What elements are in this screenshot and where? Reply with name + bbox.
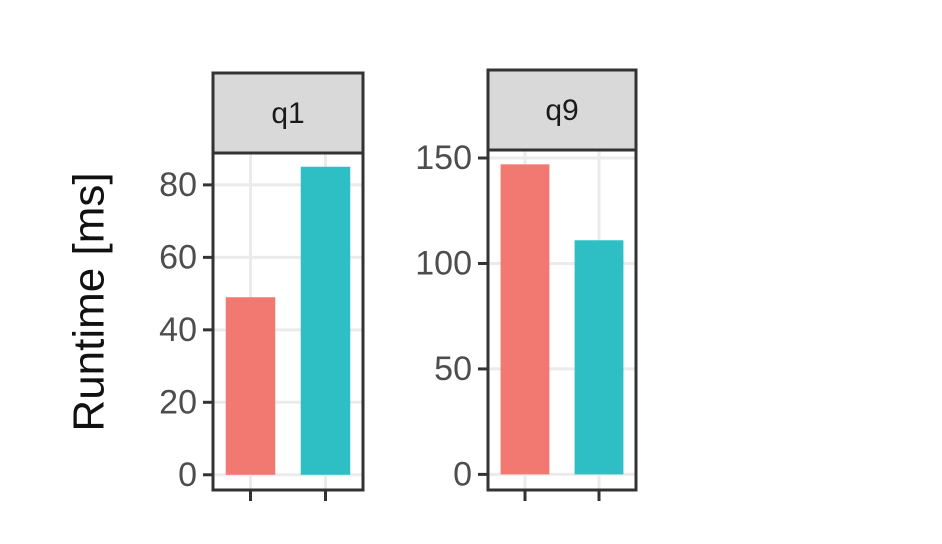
panel-border bbox=[211, 151, 365, 492]
y-tick-label: 80 bbox=[159, 166, 197, 204]
strip bbox=[211, 71, 365, 155]
bar bbox=[500, 164, 550, 475]
y-tick-label: 0 bbox=[453, 455, 472, 493]
y-tick-label: 60 bbox=[159, 238, 197, 276]
y-tick-label: 40 bbox=[159, 311, 197, 349]
y-axis-label: Runtime [ms] bbox=[65, 172, 114, 431]
strip bbox=[486, 68, 638, 152]
bar bbox=[225, 297, 276, 475]
panel-border bbox=[486, 148, 638, 492]
facet-title: q1 bbox=[271, 97, 304, 130]
y-tick-label: 0 bbox=[178, 456, 197, 494]
y-tick-label: 20 bbox=[159, 383, 197, 421]
y-tick-label: 150 bbox=[415, 139, 472, 177]
bar bbox=[574, 240, 624, 475]
facet-title: q9 bbox=[545, 94, 578, 127]
y-tick-label: 50 bbox=[434, 350, 472, 388]
y-tick-label: 100 bbox=[415, 244, 472, 282]
bar bbox=[300, 166, 351, 475]
